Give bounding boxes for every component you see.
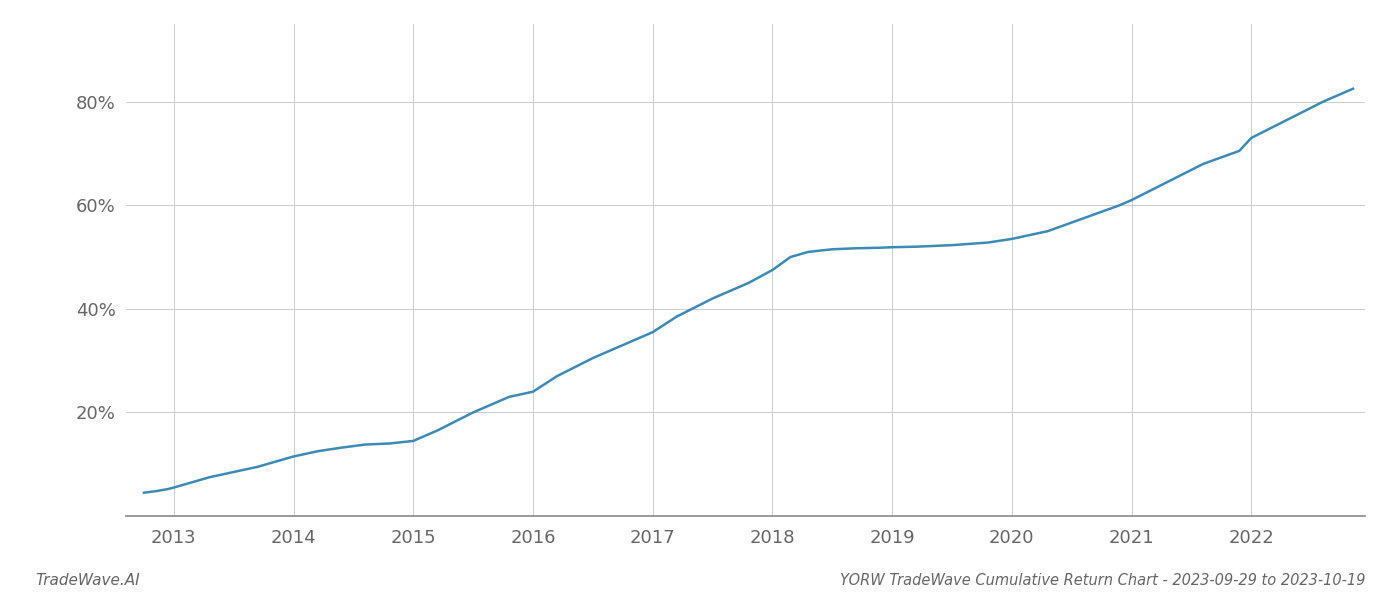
Text: YORW TradeWave Cumulative Return Chart - 2023-09-29 to 2023-10-19: YORW TradeWave Cumulative Return Chart -… — [840, 573, 1365, 588]
Text: TradeWave.AI: TradeWave.AI — [35, 573, 140, 588]
